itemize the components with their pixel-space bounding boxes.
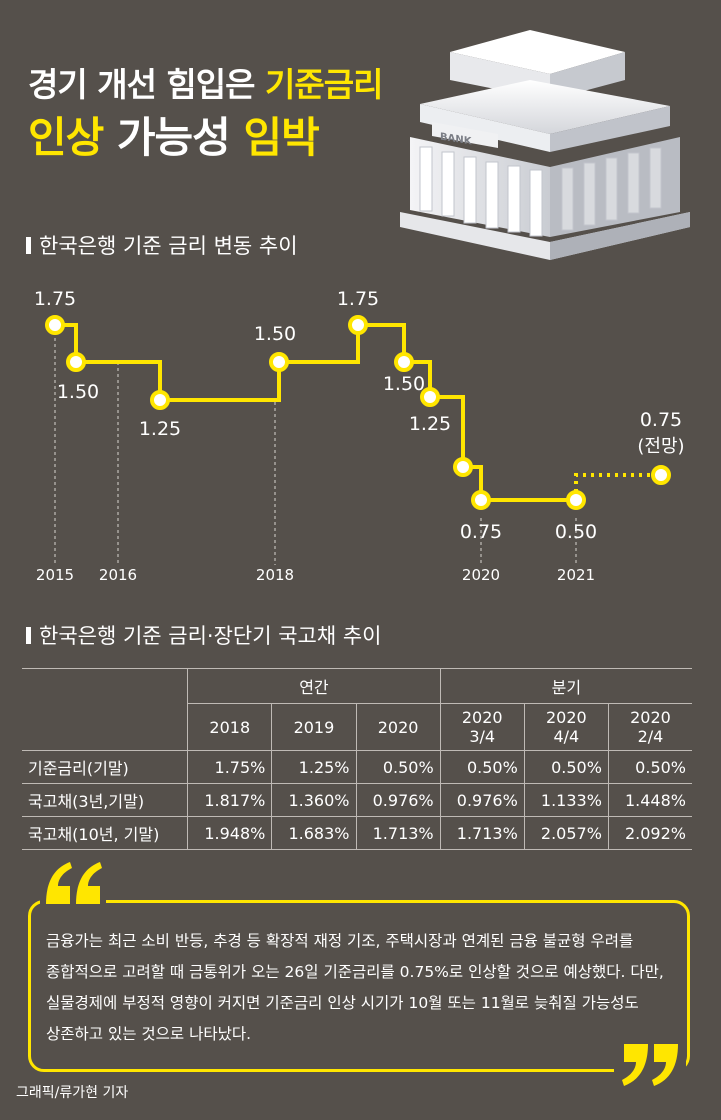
table-cell: 1.448% bbox=[607, 783, 692, 817]
rate-point bbox=[394, 352, 414, 372]
quote-box bbox=[28, 900, 690, 1072]
column-header-text: 2020 4/4 bbox=[545, 708, 587, 746]
table-cell: 2.057% bbox=[523, 816, 609, 850]
year-tick-label: 2016 bbox=[99, 566, 137, 584]
rate-data-label: 1.25 bbox=[409, 413, 451, 435]
row-label: 국고채(3년,기말) bbox=[22, 783, 188, 817]
column-header: 2019 bbox=[271, 703, 356, 751]
year-tick-label: 2015 bbox=[36, 566, 74, 584]
column-header: 2020 2/4 bbox=[607, 703, 692, 751]
table-cell: 1.133% bbox=[523, 783, 609, 817]
rate-point bbox=[150, 390, 170, 410]
column-header-text: 2019 bbox=[293, 717, 335, 737]
table-row: 국고채(3년,기말) 1.817% 1.360% 0.976% 0.976% 1… bbox=[22, 783, 692, 817]
rate-data-label: 0.75 bbox=[640, 409, 682, 431]
section-title-rate-trend: 한국은행 기준 금리 변동 추이 bbox=[26, 230, 298, 260]
group-header-annual: 연간 bbox=[187, 668, 441, 704]
table-cell: 2.092% bbox=[607, 816, 692, 850]
group-header-quarterly: 분기 bbox=[439, 668, 692, 704]
rate-data-label: 1.75 bbox=[34, 288, 76, 310]
table-cell: 1.25% bbox=[271, 750, 356, 784]
column-header: 2020 4/4 bbox=[523, 703, 609, 751]
column-header: 2020 3/4 bbox=[439, 703, 525, 751]
rate-point bbox=[269, 352, 289, 372]
headline-text: 가능성 bbox=[103, 113, 244, 162]
forecast-point bbox=[651, 465, 671, 485]
rate-series-line bbox=[55, 323, 576, 502]
column-header-text: 2018 bbox=[209, 717, 251, 737]
year-tick-label: 2018 bbox=[256, 566, 294, 584]
credit: 그래픽/류가현 기자 bbox=[16, 1085, 129, 1101]
table-cell: 0.50% bbox=[439, 750, 525, 784]
year-tick-label: 2020 bbox=[462, 566, 500, 584]
rates-table: 연간 분기 2018 2019 2020 2020 3/4 2020 4/4 2… bbox=[22, 668, 692, 850]
section-bullet bbox=[26, 236, 31, 254]
headline-highlight: 임박 bbox=[243, 113, 319, 162]
column-header-text: 2020 bbox=[377, 717, 419, 737]
table-cell: 0.976% bbox=[439, 783, 525, 817]
column-header-text: 2020 2/4 bbox=[630, 708, 671, 746]
table-cell: 0.50% bbox=[607, 750, 692, 784]
rate-data-label: 1.50 bbox=[57, 381, 99, 403]
bank-building-illustration: BANK bbox=[400, 30, 690, 260]
table-cell: 0.50% bbox=[355, 750, 441, 784]
table-cell: 1.360% bbox=[271, 783, 356, 817]
rate-point bbox=[66, 352, 86, 372]
section-title-bond-trend: 한국은행 기준 금리·장단기 국고채 추이 bbox=[26, 620, 382, 650]
column-header-text: 2020 3/4 bbox=[461, 708, 503, 746]
table-row: 국고채(10년, 기말) 1.948% 1.683% 1.713% 1.713%… bbox=[22, 816, 692, 850]
section-title-text: 한국은행 기준 금리·장단기 국고채 추이 bbox=[39, 624, 382, 648]
open-quote-icon bbox=[46, 862, 102, 904]
rate-trend-chart: 2015 2016 2018 2020 2021 1.75 1.50 1.25 1.50 1.75… bbox=[34, 288, 685, 584]
rate-point bbox=[348, 315, 368, 335]
table-cell: 1.817% bbox=[187, 783, 272, 817]
table-group-header-row: 연간 분기 bbox=[22, 668, 692, 704]
row-label: 기준금리(기말) bbox=[22, 750, 188, 784]
rate-point bbox=[420, 387, 440, 407]
rate-point bbox=[566, 490, 586, 510]
rate-data-label: 1.25 bbox=[139, 418, 181, 440]
table-cell: 1.75% bbox=[187, 750, 272, 784]
forecast-dotted-line bbox=[574, 473, 661, 500]
table-cell: 0.976% bbox=[355, 783, 441, 817]
row-label: 국고채(10년, 기말) bbox=[22, 816, 188, 850]
headline-line-1: 경기 개선 힘입은 기준금리 bbox=[28, 58, 383, 106]
headline-highlight: 기준금리 bbox=[265, 65, 383, 104]
column-header: 2020 bbox=[355, 703, 441, 751]
table-corner bbox=[22, 668, 188, 704]
headline-text: 경기 개선 힘입은 bbox=[28, 65, 265, 104]
table-corner bbox=[22, 703, 188, 751]
table-cell: 1.683% bbox=[271, 816, 356, 850]
section-bullet bbox=[26, 626, 31, 644]
table-cell: 1.948% bbox=[187, 816, 272, 850]
rate-point bbox=[453, 457, 473, 477]
rate-point bbox=[45, 315, 65, 335]
headline-line-2: 인상 가능성 임박 bbox=[28, 104, 320, 165]
headline-highlight: 인상 bbox=[28, 113, 104, 162]
forecast-label: (전망) bbox=[637, 436, 684, 457]
table-cell: 0.50% bbox=[523, 750, 609, 784]
column-header: 2018 bbox=[187, 703, 272, 751]
section-title-text: 한국은행 기준 금리 변동 추이 bbox=[39, 234, 298, 258]
table-cell: 1.713% bbox=[439, 816, 525, 850]
rate-data-label: 1.50 bbox=[383, 373, 425, 395]
bank-label: BANK bbox=[440, 132, 473, 148]
close-quote-icon bbox=[622, 1044, 678, 1086]
table-row: 기준금리(기말) 1.75% 1.25% 0.50% 0.50% 0.50% 0… bbox=[22, 750, 692, 784]
table-column-header-row: 2018 2019 2020 2020 3/4 2020 4/4 2020 2/… bbox=[22, 703, 692, 751]
rate-point bbox=[471, 490, 491, 510]
rate-data-label: 0.75 bbox=[460, 521, 502, 543]
rate-data-label: 1.75 bbox=[337, 288, 379, 310]
quote-text: 금융가는 최근 소비 반등, 추경 등 확장적 재정 기조, 주택시장과 연계된… bbox=[46, 932, 664, 1043]
rate-data-label: 0.50 bbox=[555, 521, 597, 543]
rate-data-label: 1.50 bbox=[254, 323, 296, 345]
year-tick-label: 2021 bbox=[557, 566, 595, 584]
table-cell: 1.713% bbox=[355, 816, 441, 850]
